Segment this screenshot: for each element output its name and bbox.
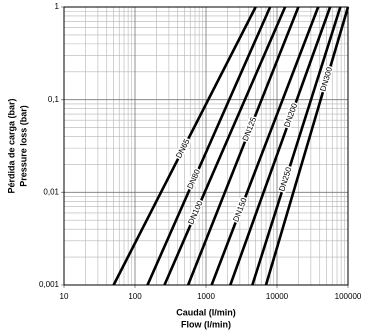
series-line <box>251 6 342 286</box>
series-label: DN100 <box>186 199 204 226</box>
x-tick-label: 10 <box>60 292 69 301</box>
series-line <box>186 6 300 286</box>
series-line <box>264 6 350 286</box>
y-axis-title: Pressure loss (bar) <box>18 105 28 187</box>
series-line <box>146 6 272 286</box>
series-label: DN250 <box>277 165 293 192</box>
x-axis-title: Flow (l/min) <box>181 319 231 329</box>
x-tick-label: 100 <box>128 292 142 301</box>
y-tick-label: 1 <box>55 2 60 11</box>
series-line <box>210 6 320 286</box>
series-label: DN150 <box>231 196 249 223</box>
x-tick-label: 1000 <box>197 292 215 301</box>
x-tick-label: 10000 <box>266 292 289 301</box>
series-label: DN200 <box>282 102 299 129</box>
x-axis-title: Caudal (l/min) <box>176 307 236 317</box>
y-axis-title: Pérdida de carga (bar) <box>6 98 16 193</box>
y-tick-label: 0,001 <box>39 280 60 289</box>
series-line <box>163 6 287 286</box>
series-label: DN80 <box>185 168 202 191</box>
y-tick-label: 0,01 <box>43 187 59 196</box>
series-line <box>229 6 332 286</box>
series-line <box>112 6 257 286</box>
y-tick-label: 0,1 <box>48 95 60 104</box>
plot-frame <box>63 6 349 286</box>
x-tick-label: 100000 <box>335 292 362 301</box>
